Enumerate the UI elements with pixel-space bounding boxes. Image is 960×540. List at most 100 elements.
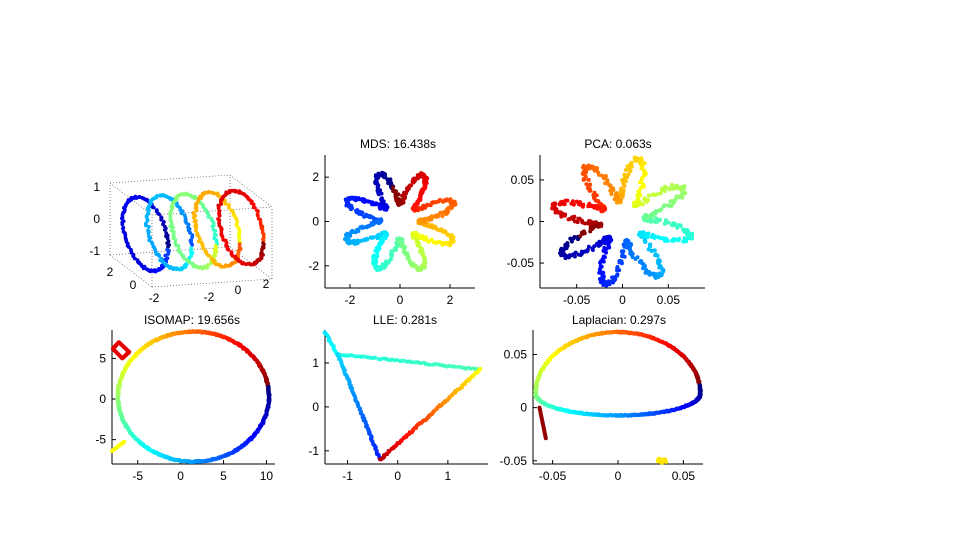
mds-xtick-label: -2 bbox=[345, 293, 356, 307]
pca-point bbox=[636, 189, 641, 194]
isomap-point bbox=[266, 384, 271, 389]
pca-point bbox=[632, 200, 636, 205]
pca-point bbox=[598, 260, 603, 265]
swiss3d-point bbox=[237, 245, 242, 250]
pca-point bbox=[657, 257, 661, 262]
pca-point bbox=[609, 186, 614, 191]
mds-point bbox=[449, 236, 454, 241]
swiss3d-point bbox=[146, 231, 151, 236]
pca-point bbox=[578, 234, 583, 239]
pca-xtick-label: -0.05 bbox=[563, 293, 591, 307]
mds-point bbox=[443, 241, 448, 246]
pca-point bbox=[683, 191, 688, 196]
pca-point bbox=[603, 181, 608, 186]
pca-point bbox=[640, 175, 645, 180]
lle-xtick-label: 1 bbox=[445, 469, 452, 483]
swiss3d-point bbox=[219, 202, 224, 206]
pca-point bbox=[619, 192, 624, 197]
swiss3d-point bbox=[164, 231, 169, 235]
pca-ytick-label: 0.05 bbox=[511, 173, 535, 187]
pca-point bbox=[601, 254, 606, 259]
pca-ytick-label: -0.05 bbox=[507, 256, 535, 270]
swiss3d-point bbox=[190, 233, 195, 237]
pca-point bbox=[654, 209, 658, 213]
pca-point bbox=[569, 201, 574, 206]
lle-point bbox=[418, 361, 423, 366]
pca-point bbox=[562, 202, 567, 207]
pca-point bbox=[588, 229, 593, 234]
lle-ytick-label: 1 bbox=[312, 356, 319, 370]
pca-point bbox=[599, 271, 604, 276]
mds-point bbox=[376, 192, 381, 197]
pca-point bbox=[650, 192, 655, 197]
isomap-point bbox=[122, 439, 127, 444]
swiss3d-point bbox=[205, 263, 210, 267]
swiss3d-point bbox=[150, 242, 155, 246]
pca-point bbox=[597, 277, 602, 281]
mds-point bbox=[370, 202, 374, 207]
swiss3d-point bbox=[193, 228, 198, 233]
mds-point bbox=[415, 200, 420, 204]
pca-point bbox=[623, 176, 627, 180]
swiss3d-point bbox=[255, 212, 260, 217]
pca-point bbox=[622, 172, 627, 177]
swiss3d-point bbox=[170, 205, 175, 210]
swiss3d-point bbox=[261, 241, 265, 245]
swiss3d-point bbox=[251, 205, 256, 210]
pca-point bbox=[630, 251, 635, 256]
swiss3d-point bbox=[147, 238, 152, 243]
isomap-ytick-label: 5 bbox=[99, 351, 106, 365]
swiss3d-point bbox=[144, 223, 148, 228]
pca-point bbox=[669, 182, 674, 187]
pca-point bbox=[658, 217, 662, 222]
pca-point bbox=[600, 173, 605, 178]
pca-point bbox=[563, 212, 568, 217]
pca-point bbox=[603, 241, 608, 246]
mds-point bbox=[375, 185, 380, 190]
pca-point bbox=[620, 178, 625, 183]
swiss3d-point bbox=[229, 208, 234, 213]
swiss3d-point bbox=[165, 256, 170, 261]
pca-point bbox=[660, 188, 664, 193]
panel-mds: MDS: 16.438s -2 0 2 -2 0 2 bbox=[308, 137, 475, 307]
swiss3d-point bbox=[220, 234, 225, 239]
laplacian-point bbox=[657, 457, 662, 462]
pca-point bbox=[571, 236, 576, 241]
pca-point bbox=[630, 255, 635, 259]
mds-point bbox=[421, 174, 426, 178]
swiss3d-point bbox=[255, 208, 259, 213]
pca-point bbox=[690, 231, 695, 236]
pca-point bbox=[662, 221, 667, 226]
pca-point bbox=[639, 180, 644, 185]
mds-point bbox=[410, 179, 415, 184]
laplacian-point bbox=[660, 457, 665, 462]
swiss3d-point bbox=[248, 262, 253, 267]
swiss3d-point bbox=[209, 216, 214, 221]
swiss3d-ytick: 2 bbox=[107, 265, 114, 279]
swiss3d-point bbox=[211, 227, 216, 232]
pca-point bbox=[665, 239, 670, 243]
mds-ytick-label: -2 bbox=[308, 259, 319, 273]
pca-ticks: -0.05 0 0.05 -0.05 0 0.05 bbox=[507, 173, 681, 307]
pca-point bbox=[566, 217, 571, 222]
swiss3d-point bbox=[211, 223, 216, 228]
mds-point bbox=[356, 196, 361, 201]
lle-ytick-label: -1 bbox=[308, 444, 319, 458]
swiss3d-point bbox=[237, 189, 242, 194]
pca-point bbox=[595, 206, 600, 211]
swiss3d-point bbox=[120, 212, 125, 217]
mds-point bbox=[351, 195, 356, 200]
swiss3d-xtick: 0 bbox=[235, 283, 242, 297]
pca-point bbox=[604, 250, 608, 255]
pca-point bbox=[653, 219, 658, 224]
isomap-ticks: -5 0 5 10 -5 0 5 bbox=[95, 351, 273, 483]
pca-point bbox=[635, 199, 640, 204]
pca-point bbox=[681, 227, 685, 232]
swiss3d-point bbox=[123, 233, 128, 238]
swiss3d-point bbox=[119, 216, 124, 221]
swiss3d-point bbox=[168, 266, 172, 270]
mds-point bbox=[391, 185, 395, 190]
mds-point bbox=[449, 233, 454, 237]
pca-point bbox=[654, 216, 659, 221]
mds-point bbox=[440, 214, 445, 219]
